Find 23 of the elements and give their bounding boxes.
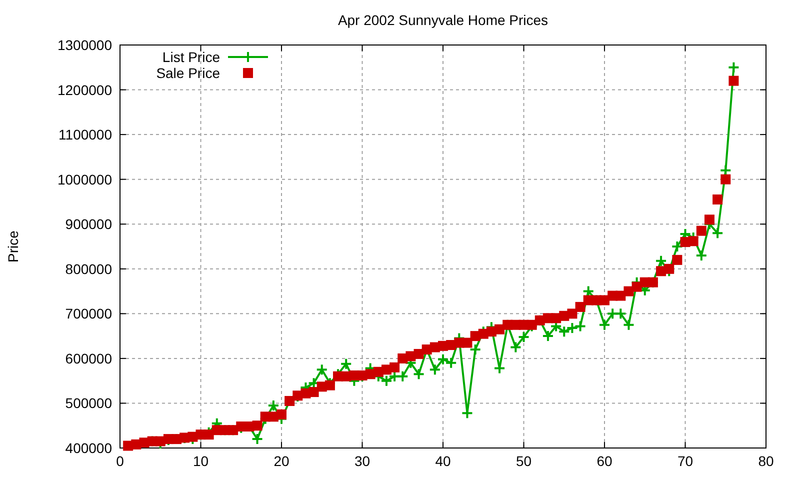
y-tick-label: 1300000 [57,37,112,53]
x-tick-label: 60 [596,453,612,469]
x-tick-label: 10 [192,453,209,469]
x-tick-label: 70 [677,453,694,469]
y-tick-label: 800000 [65,260,112,277]
y-tick-label: 900000 [65,216,112,232]
y-tick-label: 400000 [65,440,112,456]
y-tick-label: 500000 [65,395,112,412]
y-axis-title: Price [5,230,21,262]
x-tick-label: 20 [274,453,290,469]
x-tick-label: 40 [435,453,451,469]
x-tick-label: 30 [354,453,370,469]
x-tick-label: 50 [516,453,532,469]
y-tick-label: 700000 [65,306,112,322]
y-tick-label: 1000000 [57,171,112,188]
y-tick-label: 1100000 [58,126,112,143]
legend-label: Sale Price [156,65,220,81]
legend-label: List Price [162,49,220,65]
x-tick-label: 0 [116,453,124,469]
chart-title: Apr 2002 Sunnyvale Home Prices [338,12,548,28]
y-tick-label: 600000 [65,350,112,366]
x-tick-label: 80 [758,453,774,469]
y-tick-label: 1200000 [57,82,112,98]
